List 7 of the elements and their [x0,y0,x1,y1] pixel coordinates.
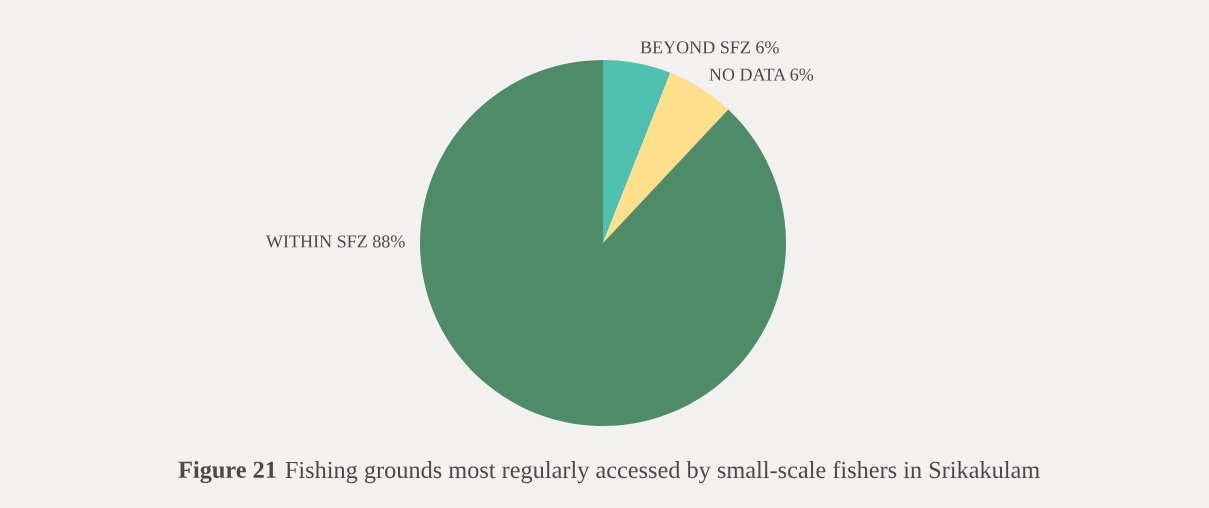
pie-slice [603,60,671,243]
slice-label: BEYOND SFZ 6% [640,41,779,54]
text: Figure 21 [178,460,276,484]
slice-label: WITHIN SFZ 88% [265,235,405,248]
slice-label: NO DATA 6% [709,68,814,81]
text: Fishing grounds most regularly accessed by small-scale fishers in Srikakulam [285,460,1040,484]
pie-slice [420,60,786,426]
